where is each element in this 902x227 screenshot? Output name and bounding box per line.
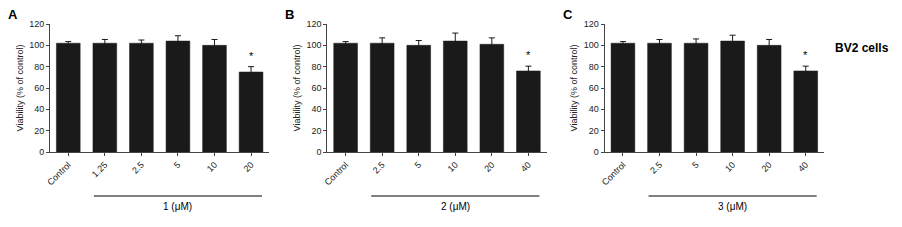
svg-text:10: 10 <box>723 160 737 174</box>
svg-text:2.5: 2.5 <box>130 160 146 176</box>
svg-text:2.5: 2.5 <box>371 160 387 176</box>
svg-text:10: 10 <box>446 160 460 174</box>
svg-text:100: 100 <box>29 40 44 50</box>
svg-text:BV2 cells: BV2 cells <box>835 41 889 55</box>
svg-text:Viability (% of control): Viability (% of control) <box>292 45 302 132</box>
svg-text:A: A <box>8 7 18 22</box>
svg-text:120: 120 <box>584 19 599 29</box>
svg-text:40: 40 <box>589 104 599 114</box>
svg-text:0: 0 <box>317 147 322 157</box>
svg-text:60: 60 <box>589 83 599 93</box>
svg-text:120: 120 <box>29 19 44 29</box>
svg-text:60: 60 <box>312 83 322 93</box>
svg-text:5: 5 <box>690 160 701 171</box>
svg-text:Control: Control <box>45 160 73 188</box>
svg-text:40: 40 <box>312 104 322 114</box>
svg-text:0: 0 <box>39 147 44 157</box>
svg-text:0: 0 <box>594 147 599 157</box>
svg-text:*: * <box>803 49 808 61</box>
svg-text:20: 20 <box>589 126 599 136</box>
svg-text:2.5: 2.5 <box>648 160 664 176</box>
svg-text:20: 20 <box>312 126 322 136</box>
svg-text:120: 120 <box>307 19 322 29</box>
svg-text:5: 5 <box>172 160 183 171</box>
svg-text:5: 5 <box>413 160 424 171</box>
svg-text:100: 100 <box>584 40 599 50</box>
svg-text:100: 100 <box>307 40 322 50</box>
svg-text:*: * <box>526 49 531 61</box>
svg-text:10: 10 <box>205 160 219 174</box>
svg-text:80: 80 <box>312 62 322 72</box>
svg-text:40: 40 <box>796 160 810 174</box>
svg-text:20: 20 <box>760 160 774 174</box>
svg-text:20: 20 <box>242 160 256 174</box>
svg-text:40: 40 <box>519 160 533 174</box>
svg-text:3 (μM): 3 (μM) <box>718 201 747 212</box>
svg-text:Viability (% of control): Viability (% of control) <box>15 45 25 132</box>
svg-text:Control: Control <box>600 160 628 188</box>
svg-text:*: * <box>249 50 254 62</box>
svg-text:20: 20 <box>482 160 496 174</box>
svg-text:60: 60 <box>34 83 44 93</box>
svg-text:20: 20 <box>34 126 44 136</box>
svg-text:1.25: 1.25 <box>90 160 109 179</box>
svg-text:C: C <box>563 7 573 22</box>
svg-text:Viability (% of control): Viability (% of control) <box>569 45 579 132</box>
svg-text:40: 40 <box>34 104 44 114</box>
svg-text:2 (μM): 2 (μM) <box>441 201 470 212</box>
svg-text:80: 80 <box>34 62 44 72</box>
svg-text:1 (μM): 1 (μM) <box>163 201 192 212</box>
svg-text:B: B <box>285 7 294 22</box>
svg-text:80: 80 <box>589 62 599 72</box>
svg-text:Control: Control <box>323 160 351 188</box>
